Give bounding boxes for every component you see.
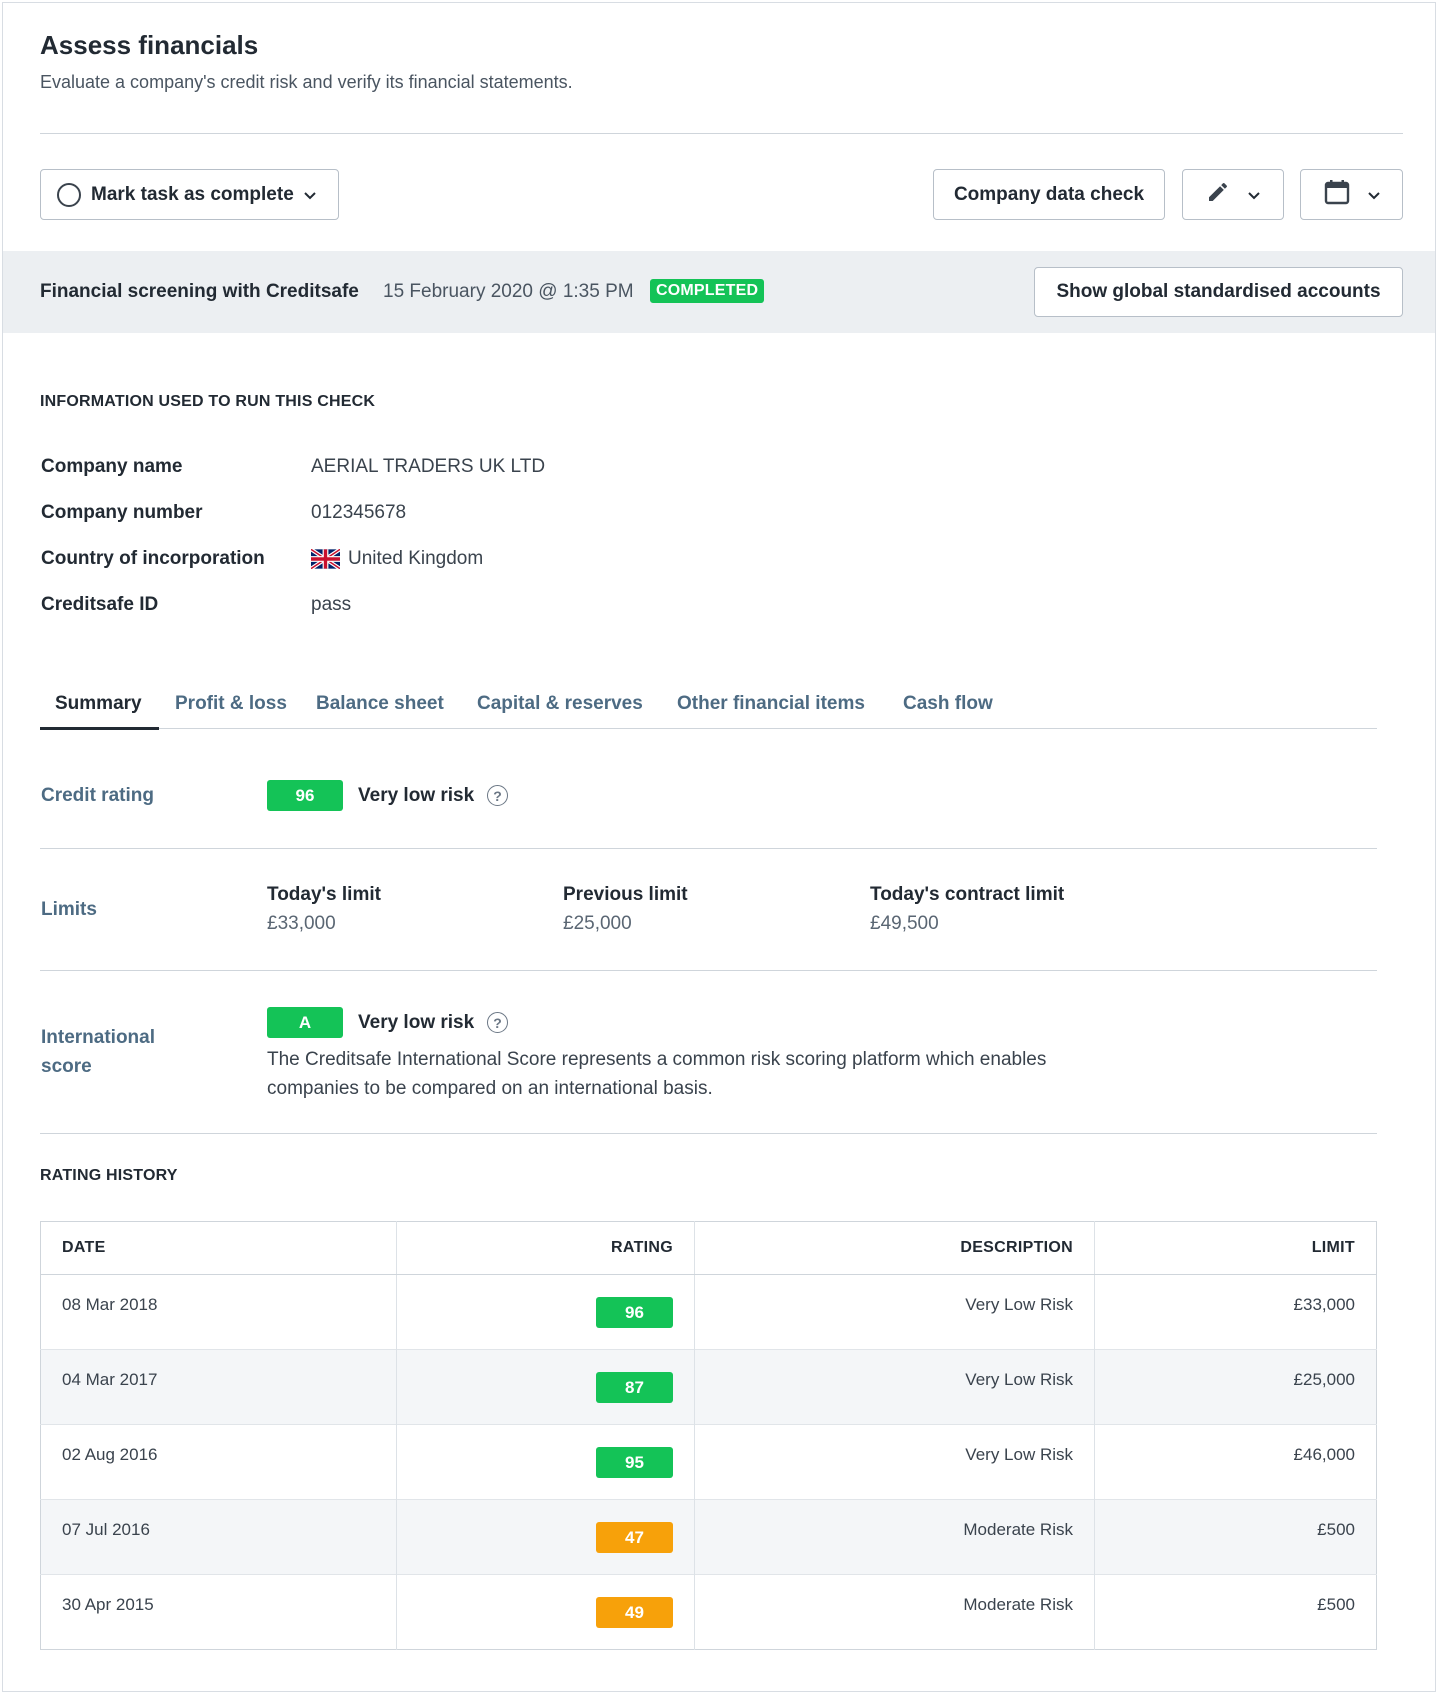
column-header-limit[interactable]: LIMIT	[1094, 1221, 1377, 1275]
tab-cash-flow[interactable]: Cash flow	[903, 693, 993, 714]
chevron-down-icon	[304, 184, 316, 206]
international-score-label: International score	[41, 1023, 155, 1081]
screening-title: Financial screening with Creditsafe	[40, 281, 359, 302]
row-limit: £500	[1094, 1499, 1377, 1575]
credit-rating-risk: Very low risk	[358, 785, 475, 806]
row-description: Very Low Risk	[694, 1349, 1095, 1425]
rating-badge: 87	[596, 1372, 673, 1403]
screening-date: 15 February 2020 @ 1:35 PM	[383, 281, 634, 302]
row-limit: £33,000	[1094, 1274, 1377, 1350]
info-value-country: United Kingdom	[309, 547, 484, 571]
rating-history-heading: RATING HISTORY	[40, 1167, 178, 1184]
rating-badge: 47	[596, 1522, 673, 1553]
table-row: 02 Aug 2016 95 Very Low Risk £46,000	[40, 1424, 1377, 1500]
edit-menu-button[interactable]	[1182, 169, 1284, 220]
mark-complete-button[interactable]: Mark task as complete	[40, 169, 339, 220]
table-row: 04 Mar 2017 87 Very Low Risk £25,000	[40, 1349, 1377, 1425]
row-description: Moderate Risk	[694, 1574, 1095, 1650]
info-label-creditsafe-id: Creditsafe ID	[41, 594, 159, 615]
uk-flag-icon	[309, 547, 342, 571]
info-label-company-name: Company name	[41, 456, 183, 477]
active-tab-indicator	[40, 727, 159, 730]
help-icon[interactable]: ?	[487, 1012, 508, 1033]
tabs-divider	[40, 728, 1377, 729]
row-rating-cell: 96	[396, 1274, 695, 1350]
contract-limit-title: Today's contract limit	[870, 884, 1065, 905]
row-date: 02 Aug 2016	[40, 1424, 397, 1500]
page-title: Assess financials	[40, 30, 259, 60]
table-header-row: DATE RATING DESCRIPTION LIMIT	[40, 1221, 1377, 1275]
tab-profit-loss[interactable]: Profit & loss	[175, 693, 287, 714]
column-header-date[interactable]: DATE	[40, 1221, 397, 1275]
credit-rating-score: 96	[267, 780, 343, 811]
page-subtitle: Evaluate a company's credit risk and ver…	[40, 72, 573, 92]
header-divider	[40, 133, 1403, 134]
rating-badge: 95	[596, 1447, 673, 1478]
calendar-menu-button[interactable]	[1300, 169, 1403, 220]
limits-label: Limits	[41, 899, 97, 920]
table-row: 08 Mar 2018 96 Very Low Risk £33,000	[40, 1274, 1377, 1350]
international-score-label-line1: International	[41, 1027, 156, 1048]
international-score-badge: A	[267, 1007, 343, 1038]
country-name: United Kingdom	[348, 548, 484, 569]
help-icon[interactable]: ?	[487, 785, 508, 806]
row-limit: £25,000	[1094, 1349, 1377, 1425]
section-divider	[40, 1133, 1377, 1134]
international-description: The Creditsafe International Score repre…	[267, 1045, 1046, 1103]
chevron-down-icon	[1367, 184, 1380, 206]
todays-limit-value: £33,000	[267, 913, 336, 934]
credit-rating-label: Credit rating	[41, 785, 154, 806]
international-risk: Very low risk	[358, 1012, 475, 1033]
pencil-icon	[1206, 180, 1230, 210]
row-description: Moderate Risk	[694, 1499, 1095, 1575]
rating-badge: 96	[596, 1297, 673, 1328]
row-rating-cell: 95	[396, 1424, 695, 1500]
status-badge: COMPLETED	[650, 279, 765, 303]
info-label-country: Country of incorporation	[41, 548, 265, 569]
section-divider	[40, 848, 1377, 849]
row-date: 08 Mar 2018	[40, 1274, 397, 1350]
row-description: Very Low Risk	[694, 1424, 1095, 1500]
column-header-description[interactable]: DESCRIPTION	[694, 1221, 1095, 1275]
info-heading: INFORMATION USED TO RUN THIS CHECK	[40, 393, 376, 410]
table-row: 30 Apr 2015 49 Moderate Risk £500	[40, 1574, 1377, 1650]
tab-summary[interactable]: Summary	[55, 693, 142, 714]
chevron-down-icon	[1248, 184, 1260, 206]
section-divider	[40, 970, 1377, 971]
row-date: 04 Mar 2017	[40, 1349, 397, 1425]
row-date: 30 Apr 2015	[40, 1574, 397, 1650]
table-row: 07 Jul 2016 47 Moderate Risk £500	[40, 1499, 1377, 1575]
row-rating-cell: 49	[396, 1574, 695, 1650]
info-value-company-name: AERIAL TRADERS UK LTD	[311, 456, 546, 477]
row-description: Very Low Risk	[694, 1274, 1095, 1350]
row-limit: £500	[1094, 1574, 1377, 1650]
rating-badge: 49	[596, 1597, 673, 1628]
info-label-company-number: Company number	[41, 502, 203, 523]
info-value-company-number: 012345678	[311, 502, 407, 523]
show-global-accounts-button[interactable]: Show global standardised accounts	[1034, 267, 1403, 317]
rating-history-table: DATE RATING DESCRIPTION LIMIT 08 Mar 201…	[40, 1221, 1377, 1650]
todays-limit-title: Today's limit	[267, 884, 381, 905]
tab-capital-reserves[interactable]: Capital & reserves	[477, 693, 643, 714]
contract-limit-value: £49,500	[870, 913, 939, 934]
row-rating-cell: 87	[396, 1349, 695, 1425]
row-rating-cell: 47	[396, 1499, 695, 1575]
company-data-check-label: Company data check	[953, 183, 1145, 205]
circle-icon	[57, 182, 81, 207]
company-data-check-button[interactable]: Company data check	[933, 169, 1165, 220]
column-header-rating[interactable]: RATING	[396, 1221, 695, 1275]
show-global-accounts-label: Show global standardised accounts	[1056, 281, 1381, 302]
international-description-line1: The Creditsafe International Score repre…	[267, 1049, 1047, 1070]
row-limit: £46,000	[1094, 1424, 1377, 1500]
mark-complete-label: Mark task as complete	[91, 183, 294, 205]
international-description-line2: companies to be compared on an internati…	[267, 1078, 713, 1099]
calendar-icon	[1324, 179, 1350, 211]
row-date: 07 Jul 2016	[40, 1499, 397, 1575]
previous-limit-title: Previous limit	[563, 884, 688, 905]
tab-other-financial-items[interactable]: Other financial items	[677, 693, 865, 714]
info-value-creditsafe-id: pass	[311, 594, 352, 615]
international-score-label-line2: score	[41, 1056, 92, 1077]
previous-limit-value: £25,000	[563, 913, 632, 934]
tab-balance-sheet[interactable]: Balance sheet	[316, 693, 444, 714]
